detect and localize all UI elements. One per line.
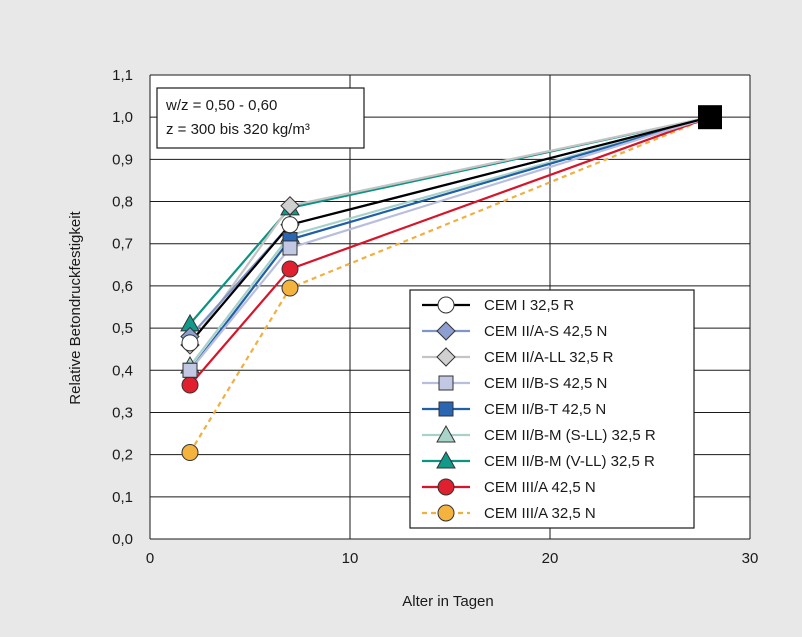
data-point	[181, 334, 199, 352]
y-tick-label: 0,8	[112, 194, 133, 211]
y-tick-label: 0,2	[112, 447, 133, 464]
y-axis-label: Relative Betondruckfestigkeit	[67, 210, 84, 404]
y-tick-label: 0,5	[112, 320, 133, 337]
x-tick-label: 0	[146, 550, 154, 567]
y-tick-label: 0,3	[112, 404, 133, 421]
legend-label: CEM II/A-LL 32,5 R	[484, 349, 614, 366]
data-point	[281, 279, 299, 297]
legend-label: CEM II/A-S 42,5 N	[484, 323, 607, 340]
data-point	[282, 240, 298, 256]
data-point	[281, 260, 299, 278]
data-point	[438, 375, 454, 391]
x-tick-label: 10	[342, 550, 359, 567]
y-tick-label: 0,4	[112, 362, 133, 379]
y-tick-label: 0,0	[112, 531, 133, 548]
legend-label: CEM III/A 32,5 N	[484, 505, 596, 522]
legend-label: CEM I 32,5 R	[484, 297, 574, 314]
x-axis-label: Alter in Tagen	[402, 593, 493, 610]
legend-label: CEM II/B-M (V-LL) 32,5 R	[484, 453, 655, 470]
data-point	[280, 196, 300, 216]
y-tick-label: 1,0	[112, 109, 133, 126]
annotation-line-2: z = 300 bis 320 kg/m³	[166, 121, 310, 138]
x-tick-label: 30	[742, 550, 759, 567]
data-point	[436, 450, 456, 469]
data-point	[281, 216, 299, 234]
x-tick-label: 20	[542, 550, 559, 567]
data-point	[437, 504, 455, 522]
data-point	[181, 376, 199, 394]
legend-label: CEM II/B-T 42,5 N	[484, 401, 606, 418]
axes: 0,0 0,1 0,2 0,3 0,4 0,5 0,6 0,7 0,8 0,9 1,0 1,1 0 10 2…	[112, 67, 758, 567]
annotation-line-1: w/z = 0,50 - 0,60	[165, 97, 277, 114]
data-point	[436, 347, 456, 367]
data-point	[182, 362, 198, 378]
legend: CEM I 32,5 R CEM II/A-S 42,5 N CEM II/A-LL…	[409, 289, 695, 529]
series-layer	[180, 105, 722, 462]
endpoint-marker	[698, 105, 722, 130]
y-tick-label: 0,7	[112, 236, 133, 253]
y-tick-label: 1,1	[112, 67, 133, 84]
legend-label: CEM II/B-S 42,5 N	[484, 375, 607, 392]
y-tick-label: 0,1	[112, 489, 133, 506]
y-tick-label: 0,6	[112, 278, 133, 295]
annotation-box: w/z = 0,50 - 0,60 z = 300 bis 320 kg/m³	[156, 87, 365, 149]
data-point	[436, 321, 456, 341]
data-point	[437, 296, 455, 314]
data-point	[181, 444, 199, 462]
data-point	[436, 424, 456, 443]
legend-label: CEM II/B-M (S-LL) 32,5 R	[484, 427, 656, 444]
legend-label: CEM III/A 42,5 N	[484, 479, 596, 496]
y-tick-label: 0,9	[112, 151, 133, 168]
data-point	[438, 401, 454, 417]
data-point	[437, 478, 455, 496]
